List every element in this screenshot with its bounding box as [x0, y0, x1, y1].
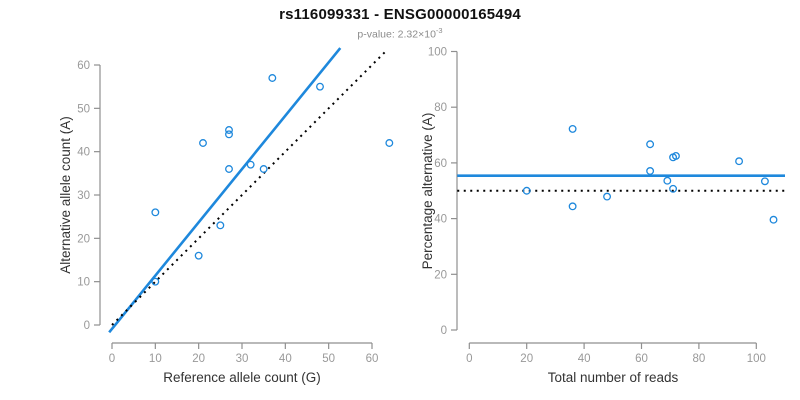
data-point: [671, 151, 680, 160]
data-point: [151, 208, 160, 217]
x-tick-label: 20: [520, 353, 533, 365]
y-tick-label: 40: [77, 147, 90, 159]
percentage-panel-x-title: Total number of reads: [548, 370, 679, 385]
data-point: [646, 140, 655, 149]
y-tick-label: 100: [428, 47, 447, 59]
data-point: [225, 165, 233, 173]
data-point: [199, 139, 207, 147]
data-point: [246, 160, 255, 169]
y-tick-label: 40: [434, 214, 447, 226]
x-tick-label: 60: [635, 353, 648, 365]
x-tick-label: 20: [192, 353, 205, 365]
y-tick-label: 30: [77, 190, 90, 202]
data-point: [268, 74, 277, 82]
percentage-panel: 0 20 40 60 80 100 0 20 40 60 80 100 Total number of …: [420, 47, 785, 385]
allele-counts-panel: 0 10 20 30 40 50 60 0 10 20 30 40 50 60 Reference alle…: [58, 47, 394, 385]
data-point: [568, 202, 577, 211]
data-point: [603, 192, 612, 201]
data-point: [151, 277, 160, 286]
y-tick-label: 20: [434, 269, 447, 281]
data-point: [225, 126, 233, 134]
x-tick-label: 30: [236, 353, 249, 365]
data-point: [769, 215, 778, 224]
data-point: [194, 251, 203, 260]
y-tick-label: 60: [77, 60, 90, 72]
data-point: [316, 82, 324, 91]
data-point: [522, 186, 531, 195]
x-tick-label: 40: [578, 353, 591, 365]
y-tick-label: 0: [84, 320, 90, 332]
x-tick-label: 0: [109, 353, 115, 365]
percentage-panel-y-axis: 0 20 40 60 80 100: [428, 47, 458, 337]
data-point: [385, 139, 394, 147]
allele-counts-panel-y-axis: 0 10 20 30 40 50 60: [77, 60, 101, 332]
x-tick-label: 100: [747, 353, 766, 365]
data-point: [568, 124, 577, 133]
y-tick-label: 60: [434, 158, 447, 170]
y-tick-label: 0: [441, 325, 447, 337]
percentage-panel-y-title: Percentage alternative (A): [420, 113, 435, 270]
x-tick-label: 80: [693, 353, 706, 365]
y-tick-label: 10: [77, 277, 90, 289]
data-point: [225, 130, 233, 139]
x-tick-label: 60: [366, 353, 379, 365]
allele-counts-panel-x-axis: 0 10 20 30 40 50 60: [109, 342, 379, 365]
allele-counts-panel-points: [151, 74, 394, 286]
x-tick-label: 0: [466, 353, 472, 365]
data-point: [216, 221, 225, 230]
allele-counts-panel-y-title: Alternative allele count (A): [58, 116, 73, 274]
data-point: [669, 184, 678, 193]
data-point: [646, 167, 655, 175]
y-tick-label: 80: [434, 102, 447, 114]
data-point: [760, 177, 769, 186]
fit-line: [108, 47, 342, 334]
y-tick-label: 20: [77, 233, 90, 245]
data-point: [663, 176, 672, 185]
percentage-panel-points: [522, 124, 778, 224]
x-tick-label: 40: [279, 353, 292, 365]
allele-counts-panel-x-title: Reference allele count (G): [163, 370, 321, 385]
data-point: [259, 165, 268, 173]
x-tick-label: 10: [149, 353, 162, 365]
y-tick-label: 50: [77, 103, 90, 115]
percentage-panel-x-axis: 0 20 40 60 80 100: [466, 342, 766, 365]
data-point: [735, 157, 744, 166]
x-tick-label: 50: [322, 353, 335, 365]
